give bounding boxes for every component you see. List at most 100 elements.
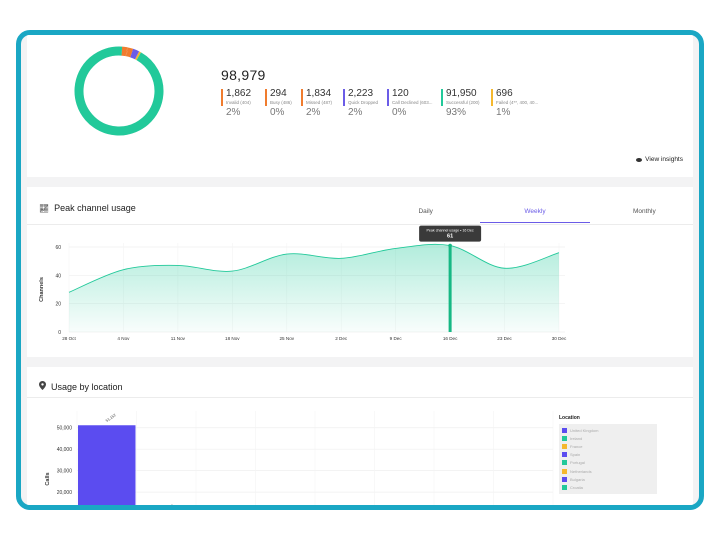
line-chart-icon: 📈︎ (39, 203, 50, 213)
x-tick-label: 16 Dec (443, 336, 458, 341)
legend-swatch (562, 476, 567, 482)
stat-value: 1,834 (306, 88, 332, 99)
usage-by-location-chart: 10,00020,00030,00040,00050,00051,1529,44… (45, 411, 554, 510)
legend-item[interactable]: Netherlands (562, 467, 654, 475)
stat-value: 1,862 (226, 88, 252, 99)
outcome-stat: 1,834 Missed (487) 2% (301, 89, 332, 129)
eye-icon (636, 157, 643, 162)
usage-by-location-title-text: Usage by location (51, 381, 123, 392)
call-summary-card: 98,979 1,862 Invalid (404) 2% 294 Busy (486)… (27, 35, 693, 177)
y-tick-label: 60 (55, 245, 61, 251)
legend-title: Location (559, 415, 580, 421)
y-tick-label: 0 (58, 330, 61, 336)
usage-by-location-card: Usage by location 10,000 20,000 30,000 40,0… (27, 367, 693, 505)
x-tick-label: 30 Dec (552, 336, 567, 341)
area-fill (69, 244, 559, 332)
legend-item[interactable]: Croatia (562, 483, 654, 491)
highlight-point[interactable] (448, 243, 452, 248)
period-tabs: Daily Weekly Monthly (371, 195, 699, 223)
stat-color-bar (491, 89, 493, 106)
series-line (68, 243, 560, 293)
y-tick-label: 40 (55, 273, 61, 279)
legend-item[interactable]: Spain (562, 451, 654, 459)
app-frame: 98,979 1,862 Invalid (404) 2% 294 Busy (486)… (16, 30, 704, 510)
divider (27, 224, 693, 225)
view-insights-link[interactable]: View insights (636, 156, 683, 163)
legend-label: Croatia (570, 484, 583, 490)
legend-item[interactable]: Ireland (562, 434, 654, 442)
bar-value-label: 51,152 (105, 413, 117, 423)
legend-item[interactable]: France (562, 442, 654, 450)
stat-color-bar (221, 89, 223, 106)
tooltip-title: Peak channel usage • 16 Dec (427, 229, 474, 233)
stat-label: Invalid (404) (226, 100, 251, 105)
x-tick-label: 23 Dec (497, 336, 512, 341)
y-tick-label: 20 (55, 302, 61, 308)
legend-label: Ireland (570, 435, 583, 441)
stat-percent: 2% (348, 107, 363, 118)
legend-label: Spain (570, 452, 581, 458)
tooltip-value: 61 (447, 234, 453, 240)
stat-color-bar (343, 89, 345, 106)
stat-percent: 2% (306, 107, 321, 118)
donut-segment (74, 46, 164, 136)
legend-label: United Kingdom (570, 427, 599, 433)
outcome-stat: 1,862 Invalid (404) 2% (221, 89, 251, 129)
legend-swatch (562, 468, 567, 474)
map-pin-icon (39, 381, 46, 392)
highlight-bar[interactable] (448, 245, 452, 332)
legend-label: France (570, 443, 583, 449)
tab-daily[interactable]: Daily (418, 208, 433, 215)
peak-channel-title-text: Peak channel usage (54, 203, 136, 213)
y-axis-label: Calls (45, 472, 51, 485)
legend-swatch (562, 452, 567, 458)
tooltip-box (419, 225, 482, 242)
stat-color-bar (301, 89, 303, 106)
location-bar[interactable] (78, 425, 136, 510)
outcome-stat: 91,950 Successful (200) 93% (441, 89, 480, 129)
usage-by-location-title: Usage by location (39, 381, 123, 392)
y-tick-label: 50,000 (57, 426, 73, 432)
legend-swatch (562, 435, 567, 441)
x-tick-label: 9 Dec (390, 336, 403, 341)
bar-value-label: 9,446 (165, 504, 175, 510)
divider (27, 397, 693, 398)
peak-channel-title: 📈︎ Peak channel usage (39, 203, 136, 213)
stat-label: Quick Dropped (348, 100, 379, 105)
stat-value: 294 (270, 88, 287, 99)
peak-channel-card: 📈︎ Peak channel usage Daily Weekly Month… (27, 187, 693, 357)
stat-label: Call Declined (603... (392, 100, 433, 105)
x-tick-label: 4 Nov (117, 336, 130, 341)
total-calls: 98,979 (221, 67, 266, 83)
stat-color-bar (441, 89, 443, 106)
legend-swatch (562, 460, 567, 466)
y-axis-label: Channels (39, 277, 45, 302)
outcome-stat: 120 Call Declined (603... 0% (387, 89, 433, 129)
stat-value: 91,950 (446, 88, 477, 99)
legend-swatch (562, 427, 567, 433)
legend-item[interactable]: Bulgaria (562, 475, 654, 483)
stat-percent: 0% (392, 107, 407, 118)
outcome-stat: 696 Failed (4**, 400, 40... 1% (491, 89, 538, 129)
stat-percent: 2% (226, 107, 241, 118)
legend-item[interactable]: Portugal (562, 459, 654, 467)
location-legend: Location United Kingdom Ireland France Spai… (559, 415, 657, 494)
tab-weekly[interactable]: Weekly (480, 195, 590, 223)
x-tick-label: 18 Nov (225, 336, 240, 341)
stat-percent: 93% (446, 107, 467, 118)
view-insights-label: View insights (645, 156, 683, 163)
stat-percent: 0% (270, 107, 285, 118)
legend-swatch (562, 443, 567, 449)
stat-value: 696 (496, 88, 513, 99)
outcome-stat: 2,223 Quick Dropped 2% (343, 89, 378, 129)
call-outcome-donut (71, 43, 167, 139)
tab-monthly[interactable]: Monthly (632, 208, 656, 215)
legend-label: Portugal (570, 460, 585, 466)
legend-item[interactable]: United Kingdom (562, 426, 654, 434)
x-tick-label: 11 Nov (171, 336, 186, 341)
outcome-stat: 294 Busy (486) 0% (265, 89, 292, 129)
x-tick-label: 2 Dec (335, 336, 348, 341)
x-tick-label: 28 Oct (62, 336, 76, 341)
stat-value: 120 (392, 88, 409, 99)
